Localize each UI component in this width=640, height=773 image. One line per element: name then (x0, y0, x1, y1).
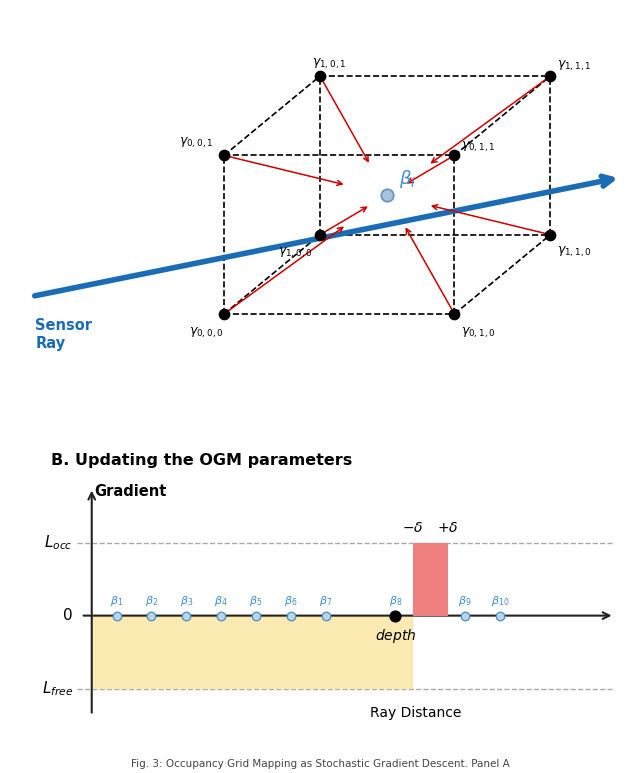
Text: $\beta_{10}$: $\beta_{10}$ (491, 594, 509, 608)
Text: $\beta_1$: $\beta_1$ (110, 594, 124, 608)
Text: $depth$: $depth$ (374, 627, 416, 645)
Text: $\gamma_{1,1,1}$: $\gamma_{1,1,1}$ (557, 60, 591, 73)
Text: $\beta_5$: $\beta_5$ (250, 594, 262, 608)
Point (382, 189, 392, 201)
Text: $-\delta$: $-\delta$ (402, 521, 424, 535)
Text: $\beta_8$: $\beta_8$ (388, 594, 402, 608)
Point (315, 70, 325, 82)
Bar (413, 543, 447, 615)
Point (321, 609, 331, 621)
Point (449, 149, 460, 162)
Point (216, 609, 227, 621)
Point (219, 149, 229, 162)
Text: $\beta_3$: $\beta_3$ (180, 594, 193, 608)
Text: $\gamma_{0,0,1}$: $\gamma_{0,0,1}$ (179, 136, 213, 150)
Point (545, 229, 556, 241)
Text: $\beta_9$: $\beta_9$ (458, 594, 472, 608)
Text: $\gamma_{1,0,1}$: $\gamma_{1,0,1}$ (312, 56, 346, 71)
Text: Fig. 3: Occupancy Grid Mapping as Stochastic Gradient Descent. Panel A: Fig. 3: Occupancy Grid Mapping as Stocha… (131, 759, 509, 769)
Text: $\gamma_{1,0,0}$: $\gamma_{1,0,0}$ (278, 246, 313, 261)
Point (545, 70, 556, 82)
Text: $L_{occ}$: $L_{occ}$ (44, 533, 73, 552)
Point (285, 609, 296, 621)
Point (460, 609, 470, 621)
Text: 0: 0 (63, 608, 73, 623)
Text: Gradient: Gradient (94, 484, 166, 499)
Text: Ray Distance: Ray Distance (370, 707, 461, 720)
Point (251, 609, 261, 621)
Point (315, 229, 325, 241)
Text: $\beta_6$: $\beta_6$ (284, 594, 298, 608)
Text: $\beta_i$: $\beta_i$ (399, 168, 415, 190)
Text: $\gamma_{0,1,1}$: $\gamma_{0,1,1}$ (461, 139, 495, 154)
Text: B. Updating the OGM parameters: B. Updating the OGM parameters (51, 453, 353, 468)
Bar (92, 615, 413, 689)
Point (111, 609, 122, 621)
Text: $\beta_2$: $\beta_2$ (145, 594, 158, 608)
Text: $\gamma_{0,1,0}$: $\gamma_{0,1,0}$ (461, 325, 495, 339)
Point (449, 308, 460, 320)
Text: $\gamma_{0,0,0}$: $\gamma_{0,0,0}$ (189, 325, 223, 339)
Text: $\beta_4$: $\beta_4$ (214, 594, 228, 608)
Point (181, 609, 191, 621)
Text: Sensor
Ray: Sensor Ray (35, 318, 92, 351)
Point (390, 609, 401, 621)
Text: $\gamma_{1,1,0}$: $\gamma_{1,1,0}$ (557, 244, 591, 258)
Text: $L_{free}$: $L_{free}$ (42, 679, 73, 698)
Text: $+\delta$: $+\delta$ (437, 521, 458, 535)
Point (147, 609, 157, 621)
Text: $\beta_7$: $\beta_7$ (319, 594, 332, 608)
Point (495, 609, 505, 621)
Point (219, 308, 229, 320)
